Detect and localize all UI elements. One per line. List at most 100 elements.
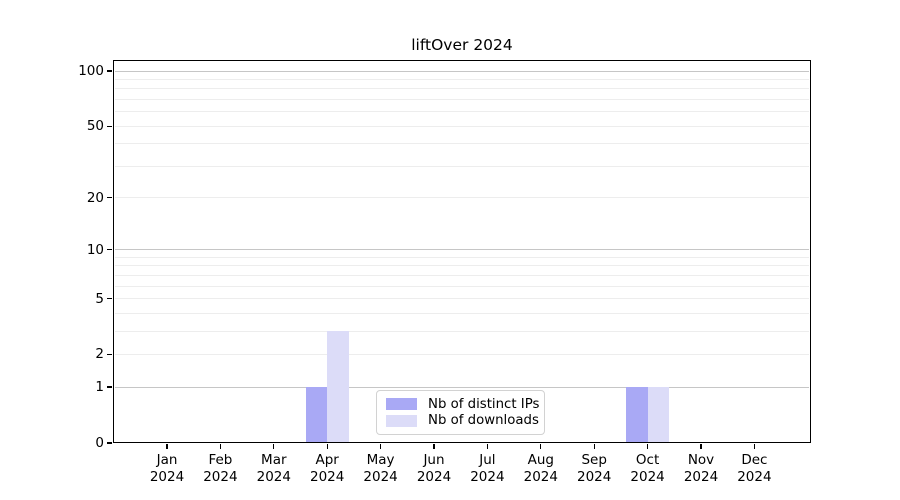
x-tick-label: Feb 2024 [184, 452, 256, 486]
y-tick-mark [107, 442, 112, 444]
bar-distinct-ips-apr [305, 387, 328, 443]
y-tick-mark [107, 249, 112, 251]
x-tick-label: May 2024 [345, 452, 417, 486]
y-tick-mark [107, 70, 112, 72]
x-tick-year: 2024 [523, 469, 558, 485]
x-tick-mark [433, 444, 435, 449]
gridline-minor [115, 274, 809, 276]
y-tick-label: 5 [95, 290, 104, 307]
x-tick-mark [753, 444, 756, 449]
x-tick-mark [646, 444, 649, 449]
legend-swatch-distinct-ips [386, 398, 417, 411]
y-tick-label: 10 [86, 241, 104, 258]
x-tick-label: Jul 2024 [451, 452, 523, 486]
x-tick-label: Sep 2024 [558, 452, 630, 486]
bar-distinct-ips-oct [626, 387, 648, 443]
gridline-minor [115, 312, 809, 314]
gridline-minor [115, 111, 809, 113]
y-tick-mark [107, 297, 112, 300]
x-tick-year: 2024 [683, 469, 719, 485]
legend-label-downloads: Nb of downloads [428, 413, 539, 429]
x-tick-month: May [366, 452, 395, 468]
x-tick-month: Jan [156, 452, 178, 468]
gridline-major [115, 386, 809, 388]
y-tick-label: 2 [95, 346, 104, 363]
x-tick-year: 2024 [310, 469, 345, 485]
gridline-minor [115, 79, 809, 81]
y-tick-label: 100 [78, 63, 104, 80]
y-tick-mark [107, 197, 112, 199]
x-tick-month: Feb [208, 452, 233, 468]
x-tick-month: Dec [741, 452, 768, 468]
x-tick-month: Nov [687, 452, 715, 468]
gridline-minor [115, 256, 809, 258]
gridline-minor [115, 125, 809, 127]
x-tick-mark [593, 444, 595, 449]
x-tick-label: Jan 2024 [131, 452, 203, 486]
x-tick-month: Sep [581, 452, 607, 468]
x-tick-year: 2024 [416, 469, 452, 485]
y-tick-mark [107, 125, 112, 127]
gridline-minor [115, 165, 809, 167]
gridline-minor [115, 285, 809, 287]
x-tick-mark [166, 444, 168, 449]
legend-swatch-downloads [386, 414, 417, 427]
y-tick-label: 1 [95, 379, 104, 396]
x-tick-mark [379, 444, 382, 449]
x-tick-year: 2024 [470, 469, 505, 485]
x-tick-month: Apr [315, 452, 339, 468]
gridline-minor [115, 88, 809, 90]
gridline-minor [115, 330, 809, 332]
x-tick-year: 2024 [149, 469, 185, 485]
plot-frame [113, 60, 811, 443]
legend-item-downloads: Nb of downloads [386, 413, 539, 430]
x-tick-label: Mar 2024 [238, 452, 310, 486]
x-tick-year: 2024 [256, 469, 291, 485]
gridline-minor [115, 265, 809, 267]
x-tick-year: 2024 [363, 469, 398, 485]
legend-item-distinct-ips: Nb of distinct IPs [386, 396, 539, 413]
x-tick-year: 2024 [630, 469, 665, 485]
x-tick-mark [486, 444, 489, 449]
gridline-minor [115, 353, 809, 355]
y-tick-mark [107, 353, 112, 356]
x-tick-label: Apr 2024 [291, 452, 363, 486]
legend-label-distinct-ips: Nb of distinct IPs [428, 396, 540, 412]
chart-title: liftOver 2024 [411, 36, 513, 54]
x-tick-label: Aug 2024 [505, 452, 577, 486]
x-tick-year: 2024 [203, 469, 238, 485]
bar-downloads-apr [327, 331, 349, 443]
x-tick-month: Oct [635, 452, 660, 468]
gridline-minor [115, 197, 809, 199]
x-tick-label: Nov 2024 [665, 452, 737, 486]
x-tick-label: Jun 2024 [398, 452, 470, 486]
legend: Nb of distinct IPs Nb of downloads [376, 390, 545, 435]
gridline-major [115, 249, 809, 251]
x-tick-month: Mar [261, 452, 287, 468]
x-tick-month: Aug [527, 452, 554, 468]
gridline-major [115, 70, 809, 72]
x-tick-mark [219, 444, 222, 449]
x-tick-label: Dec 2024 [718, 452, 790, 486]
y-tick-label: 0 [95, 435, 104, 451]
gridline-minor [115, 143, 809, 145]
x-tick-label: Oct 2024 [612, 452, 684, 486]
gridline-minor [115, 99, 809, 101]
x-tick-mark [540, 444, 542, 449]
y-tick-mark [107, 386, 112, 388]
y-tick-label: 50 [86, 118, 104, 135]
x-tick-month: Jul [479, 452, 496, 468]
x-tick-mark [700, 444, 702, 449]
x-tick-mark [273, 444, 275, 449]
bar-downloads-oct [647, 387, 670, 443]
x-tick-year: 2024 [577, 469, 612, 485]
x-tick-mark [326, 444, 328, 449]
gridline-minor [115, 298, 809, 300]
x-tick-year: 2024 [737, 469, 772, 485]
x-tick-month: Jun [423, 452, 445, 468]
